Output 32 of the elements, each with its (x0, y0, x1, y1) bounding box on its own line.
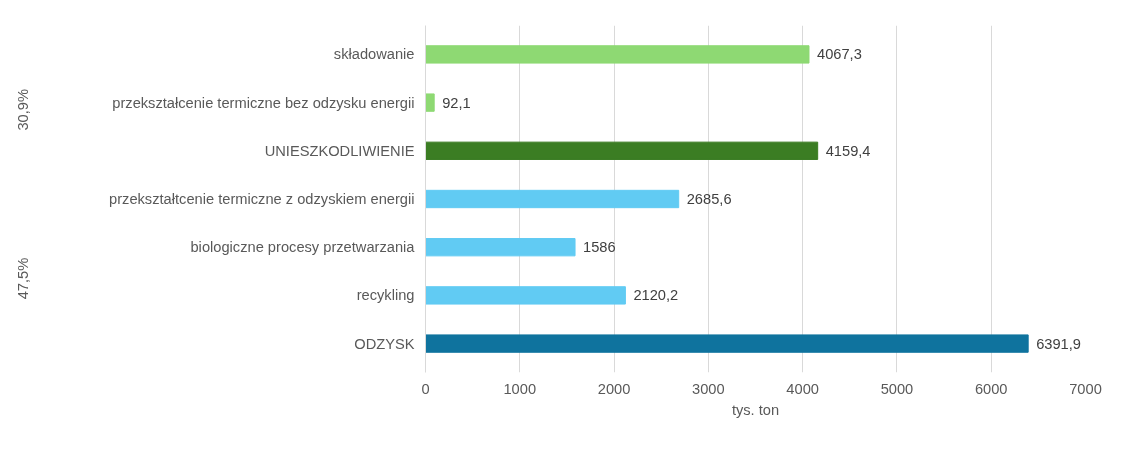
data-label: 2685,6 (686, 191, 732, 207)
y-tick-label: ODZYSK (354, 335, 415, 352)
x-axis-title: tys. ton (731, 401, 780, 418)
bar (425, 93, 435, 112)
y-tick-label: przekształtcenie termiczne z odzyskiem energii (109, 191, 415, 207)
bar (425, 45, 810, 64)
x-tick-label: 7000 (1069, 380, 1102, 397)
data-label: 2120,2 (633, 287, 679, 304)
text: 47,5% (15, 257, 31, 300)
y-tick-label: składowanie (333, 46, 415, 63)
data-label: 6391,9 (1036, 335, 1081, 352)
x-tick-label: 0 (421, 380, 430, 397)
x-tick-label: 6000 (974, 380, 1008, 397)
data-label: 4159,4 (825, 142, 871, 159)
x-tick-label: 5000 (880, 380, 914, 397)
x-tick-label: 1000 (503, 380, 537, 397)
bar (425, 238, 576, 257)
data-label: 4067,3 (816, 46, 862, 63)
text: 30,9% (15, 89, 31, 131)
y-tick-label: recykling (356, 287, 415, 304)
bar (425, 334, 1029, 353)
data-label: 1586 (583, 239, 616, 256)
x-tick-label: 4000 (786, 380, 819, 397)
y-tick-label: UNIESZKODLIWIENIE (264, 142, 415, 159)
x-tick-label: 3000 (692, 380, 725, 397)
bar (425, 286, 626, 305)
x-tick-label: 2000 (597, 380, 631, 397)
bar (425, 141, 819, 160)
y-tick-label: przekształcenie termiczne bez odzysku energii (112, 94, 415, 111)
data-label: 92,1 (442, 94, 471, 111)
bar (425, 189, 680, 209)
y-tick-label: biologiczne procesy przetwarzania (190, 239, 416, 256)
